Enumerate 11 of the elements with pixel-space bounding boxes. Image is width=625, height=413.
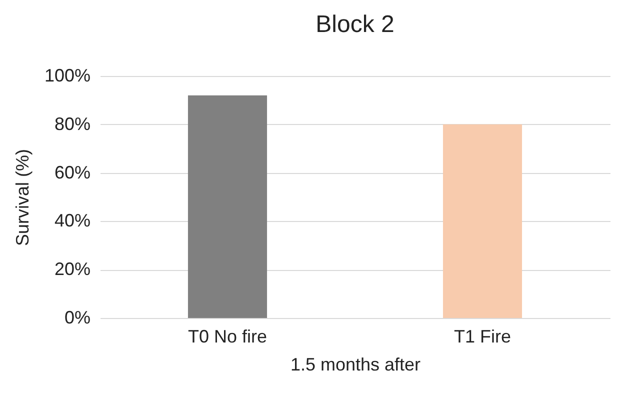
y-tick-label: 0% bbox=[64, 308, 90, 328]
chart-title: Block 2 bbox=[316, 11, 394, 38]
y-tick-label: 40% bbox=[54, 210, 90, 231]
y-tick-label: 100% bbox=[44, 66, 90, 86]
y-tick-label: 20% bbox=[54, 259, 90, 280]
y-axis-title: Survival (%) bbox=[12, 148, 32, 246]
y-tick-label: 80% bbox=[54, 114, 90, 134]
x-tick-label: T1 Fire bbox=[454, 326, 512, 346]
y-tick-label: 60% bbox=[54, 162, 90, 182]
x-axis-title: 1.5 months after bbox=[290, 354, 421, 374]
x-tick-label: T0 No fire bbox=[188, 326, 268, 346]
